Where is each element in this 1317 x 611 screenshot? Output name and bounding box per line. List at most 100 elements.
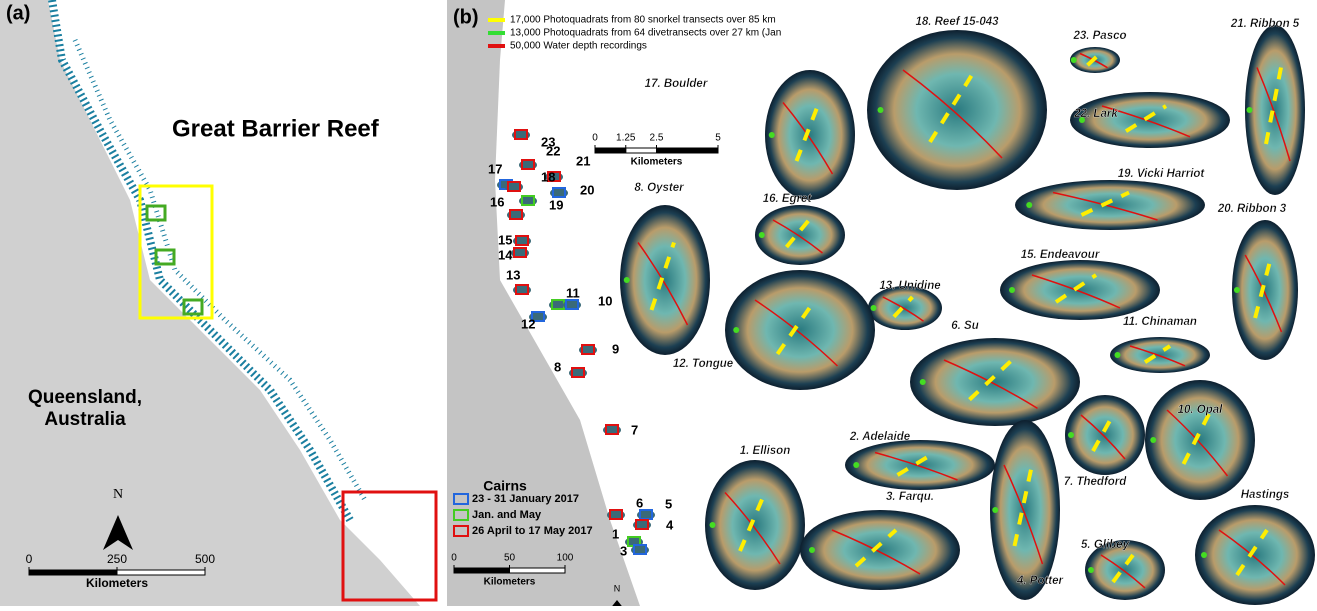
label: 19. Vicki Harriot <box>1118 168 1206 180</box>
dive-point <box>1115 352 1121 358</box>
dive-point <box>1150 437 1156 443</box>
label: 3. Farqu. <box>886 491 934 503</box>
dive-point <box>1026 202 1032 208</box>
label: 0 <box>451 553 457 564</box>
scale-segment <box>117 570 205 575</box>
dive-point <box>1071 57 1077 63</box>
label: 5 <box>715 133 721 144</box>
reef-image <box>725 270 875 390</box>
reef-image <box>1232 220 1298 360</box>
dive-point <box>1088 567 1094 573</box>
label: 1.25 <box>616 133 636 144</box>
dive-point <box>809 547 815 553</box>
reef-image <box>1110 337 1210 373</box>
label: 17. Boulder <box>645 78 708 90</box>
scale-segment <box>454 568 510 573</box>
label: Cairns <box>483 478 527 494</box>
label: 50 <box>504 553 516 564</box>
scale-segment <box>626 148 657 153</box>
reef-image <box>1000 260 1160 320</box>
scale-segment <box>29 570 117 575</box>
label: 2. Adelaide <box>849 431 911 443</box>
reef-image <box>1245 25 1305 195</box>
label: Australia <box>44 409 126 430</box>
label: 22. Lark <box>1073 108 1118 120</box>
dive-point <box>733 327 739 333</box>
label: 50,000 Water depth recordings <box>510 41 647 52</box>
reef-image <box>1015 180 1205 230</box>
label: 12 <box>521 316 535 331</box>
label: Kilometers <box>86 576 148 590</box>
label: 26 April to 17 May 2017 <box>472 525 593 537</box>
dive-point <box>853 462 859 468</box>
scale-segment <box>595 148 626 153</box>
label: 4 <box>666 517 674 532</box>
reef-image <box>1195 505 1315 605</box>
dive-point <box>759 232 765 238</box>
label: 11 <box>566 285 580 300</box>
label: 100 <box>557 553 574 564</box>
label: N <box>113 487 123 502</box>
label: 500 <box>195 552 215 566</box>
label: N <box>614 583 621 593</box>
reef-image <box>845 440 995 490</box>
label: 10 <box>598 293 612 308</box>
label: 21 <box>576 153 590 168</box>
reef-image <box>867 30 1047 190</box>
reef-image <box>765 70 855 200</box>
label: 7 <box>631 422 638 437</box>
reef-image <box>910 338 1080 426</box>
label: 10. Opal <box>1178 404 1224 416</box>
label: 5. Glibey <box>1081 539 1130 551</box>
dive-point <box>871 305 877 311</box>
label: 7. Thedford <box>1064 476 1128 488</box>
label: 22 <box>546 143 560 158</box>
dive-point <box>769 132 775 138</box>
dive-point <box>1234 287 1240 293</box>
label: 250 <box>107 552 127 566</box>
label: 0 <box>592 133 598 144</box>
label: 13. Unidine <box>879 280 941 292</box>
dive-point <box>1068 432 1074 438</box>
label: Great Barrier Reef <box>172 115 380 142</box>
label: 6. Su <box>951 320 978 332</box>
reef-image <box>800 510 960 590</box>
reef-image <box>705 460 805 590</box>
label: 23. Pasco <box>1072 30 1126 42</box>
label: 13,000 Photoquadrats from 64 divetransec… <box>510 28 781 39</box>
label: (b) <box>453 6 479 28</box>
label: 1. Ellison <box>740 445 791 457</box>
label: 18 <box>541 169 555 184</box>
label: (a) <box>6 2 30 24</box>
label: 4. Potter <box>1016 575 1064 587</box>
dive-point <box>624 277 630 283</box>
reef-image <box>1065 395 1145 475</box>
dive-point <box>1201 552 1207 558</box>
label: 20. Ribbon 3 <box>1217 203 1287 215</box>
reef-image <box>620 205 710 355</box>
dive-point <box>710 522 716 528</box>
label: 23 - 31 January 2017 <box>472 493 579 505</box>
label: 11. Chinaman <box>1123 316 1197 328</box>
label: 21. Ribbon 5 <box>1230 18 1300 30</box>
reef-image <box>1145 380 1255 500</box>
label: 3 <box>620 543 627 558</box>
label: Jan. and May <box>472 509 542 521</box>
reef-image <box>990 420 1060 600</box>
reef-image <box>755 205 845 265</box>
label: 17 <box>488 161 502 176</box>
label: 19 <box>549 197 563 212</box>
label: 15. Endeavour <box>1021 249 1100 261</box>
label: 17,000 Photoquadrats from 80 snorkel tra… <box>510 15 776 26</box>
label: 6 <box>636 495 643 510</box>
label: Kilometers <box>484 577 536 588</box>
label: 14 <box>498 247 513 262</box>
dive-point <box>992 507 998 513</box>
scale-segment <box>657 148 719 153</box>
dive-point <box>878 107 884 113</box>
figure: (a)Great Barrier ReefQueensland,Australi… <box>0 0 1317 606</box>
label: 15 <box>498 232 512 247</box>
label: 16. Egret <box>763 193 813 205</box>
label: 5 <box>665 496 672 511</box>
label: Kilometers <box>631 157 683 168</box>
